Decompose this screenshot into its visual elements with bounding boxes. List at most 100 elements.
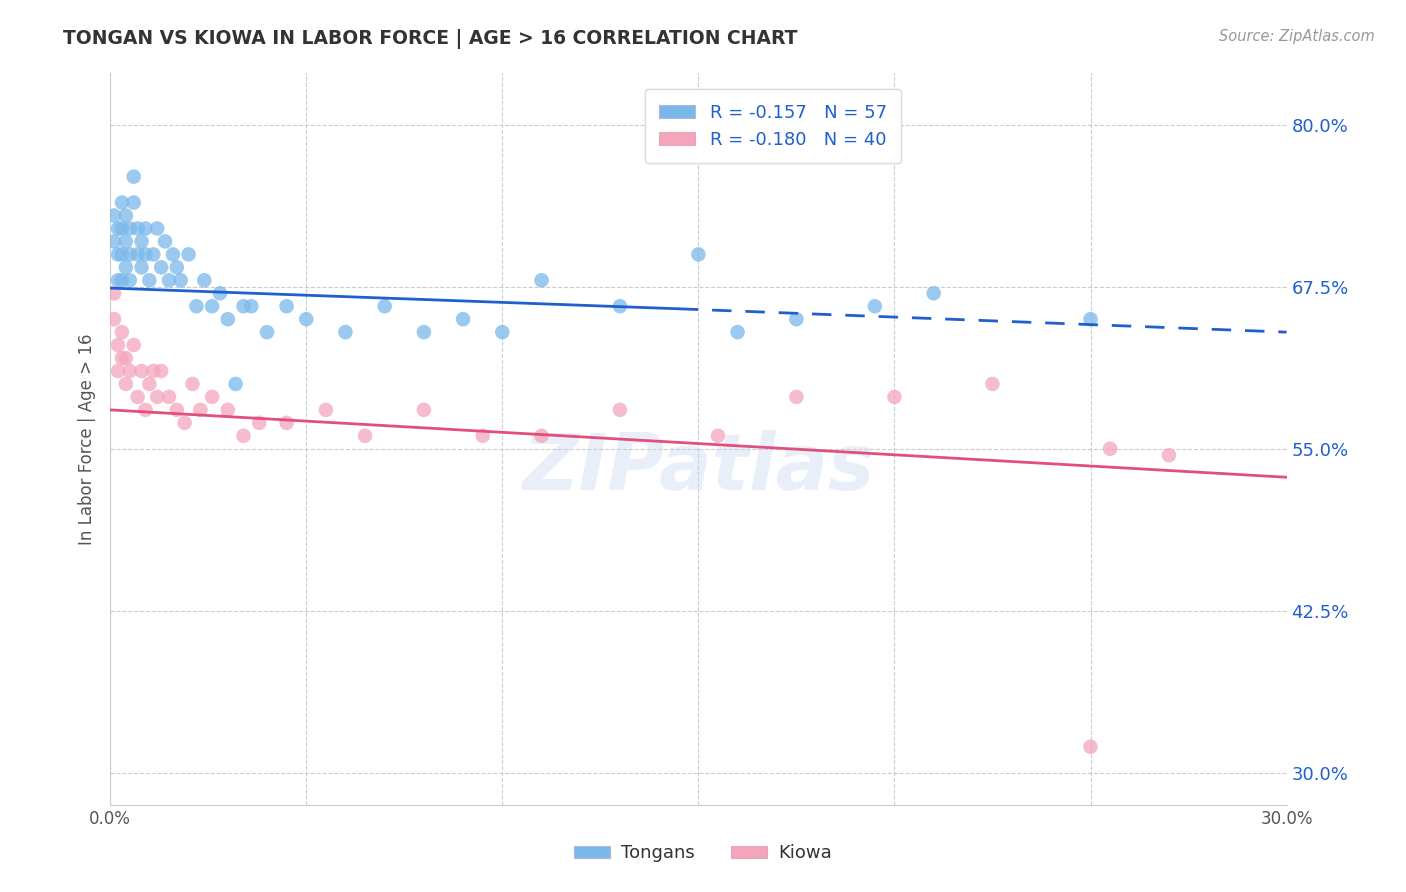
Point — [295, 312, 318, 326]
Point — [115, 260, 138, 275]
Point — [127, 247, 149, 261]
Point — [131, 364, 153, 378]
Point — [134, 247, 156, 261]
Point — [138, 273, 160, 287]
Point — [785, 312, 807, 326]
Text: Source: ZipAtlas.com: Source: ZipAtlas.com — [1219, 29, 1375, 44]
Point — [134, 403, 156, 417]
Point — [247, 416, 270, 430]
Point — [107, 273, 129, 287]
Text: ZIPatlas: ZIPatlas — [522, 430, 875, 507]
Point — [162, 247, 184, 261]
Point — [276, 416, 298, 430]
Point — [107, 338, 129, 352]
Point — [127, 390, 149, 404]
Point — [181, 376, 204, 391]
Point — [122, 338, 145, 352]
Point — [118, 221, 141, 235]
Point — [609, 299, 631, 313]
Point — [103, 312, 125, 326]
Point — [707, 429, 730, 443]
Point — [530, 429, 553, 443]
Point — [922, 286, 945, 301]
Point — [153, 235, 176, 249]
Point — [354, 429, 377, 443]
Point — [150, 364, 173, 378]
Point — [157, 390, 180, 404]
Point — [118, 247, 141, 261]
Point — [256, 325, 278, 339]
Point — [118, 273, 141, 287]
Point — [138, 376, 160, 391]
Point — [131, 235, 153, 249]
Point — [335, 325, 357, 339]
Point — [107, 221, 129, 235]
Point — [115, 209, 138, 223]
Point — [276, 299, 298, 313]
Point — [122, 169, 145, 184]
Point — [412, 325, 434, 339]
Point — [217, 312, 239, 326]
Point — [115, 376, 138, 391]
Point — [232, 429, 254, 443]
Point — [491, 325, 513, 339]
Point — [1157, 448, 1180, 462]
Point — [193, 273, 215, 287]
Point — [131, 260, 153, 275]
Point — [134, 221, 156, 235]
Point — [166, 403, 188, 417]
Point — [785, 390, 807, 404]
Point — [103, 286, 125, 301]
Point — [186, 299, 208, 313]
Point — [122, 195, 145, 210]
Point — [225, 376, 247, 391]
Point — [240, 299, 263, 313]
Point — [201, 299, 224, 313]
Point — [1080, 312, 1102, 326]
Point — [166, 260, 188, 275]
Legend: Tongans, Kiowa: Tongans, Kiowa — [567, 838, 839, 870]
Point — [142, 247, 165, 261]
Point — [115, 351, 138, 365]
Point — [111, 273, 134, 287]
Point — [127, 221, 149, 235]
Point — [530, 273, 553, 287]
Point — [863, 299, 886, 313]
Point — [146, 221, 169, 235]
Point — [118, 364, 141, 378]
Point — [232, 299, 254, 313]
Point — [451, 312, 474, 326]
Point — [471, 429, 494, 443]
Point — [111, 247, 134, 261]
Point — [111, 325, 134, 339]
Point — [107, 247, 129, 261]
Point — [1080, 739, 1102, 754]
Legend: R = -0.157   N = 57, R = -0.180   N = 40: R = -0.157 N = 57, R = -0.180 N = 40 — [644, 89, 901, 163]
Point — [111, 221, 134, 235]
Point — [170, 273, 193, 287]
Point — [188, 403, 211, 417]
Point — [142, 364, 165, 378]
Point — [157, 273, 180, 287]
Point — [146, 390, 169, 404]
Point — [111, 195, 134, 210]
Text: TONGAN VS KIOWA IN LABOR FORCE | AGE > 16 CORRELATION CHART: TONGAN VS KIOWA IN LABOR FORCE | AGE > 1… — [63, 29, 797, 48]
Point — [173, 416, 195, 430]
Point — [201, 390, 224, 404]
Y-axis label: In Labor Force | Age > 16: In Labor Force | Age > 16 — [79, 334, 96, 545]
Point — [727, 325, 749, 339]
Point — [103, 209, 125, 223]
Point — [107, 364, 129, 378]
Point — [150, 260, 173, 275]
Point — [103, 235, 125, 249]
Point — [688, 247, 710, 261]
Point — [1099, 442, 1122, 456]
Point — [217, 403, 239, 417]
Point — [115, 235, 138, 249]
Point — [609, 403, 631, 417]
Point — [315, 403, 337, 417]
Point — [981, 376, 1004, 391]
Point — [208, 286, 231, 301]
Point — [177, 247, 200, 261]
Point — [412, 403, 434, 417]
